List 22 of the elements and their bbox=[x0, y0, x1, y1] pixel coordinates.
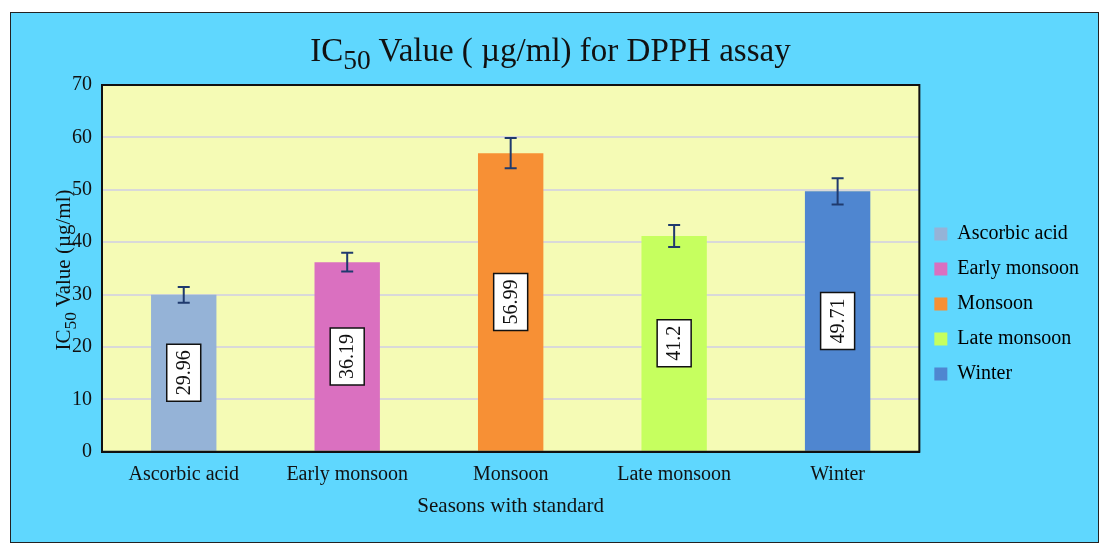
data-label: 29.96 bbox=[171, 350, 194, 396]
y-tick-label: 30 bbox=[72, 281, 92, 304]
data-label: 49.71 bbox=[825, 298, 848, 344]
y-tick-label: 60 bbox=[72, 124, 92, 147]
legend-label: Early monsoon bbox=[957, 256, 1080, 280]
y-tick-label: 10 bbox=[72, 386, 92, 409]
legend-label: Ascorbic acid bbox=[957, 221, 1068, 244]
data-label: 41.2 bbox=[662, 325, 685, 361]
y-tick-label: 0 bbox=[82, 439, 92, 462]
chart-title: IC$_{50}$ Value ( µg/ml) for DPPH assay bbox=[310, 32, 791, 75]
legend-label: Monsoon bbox=[957, 291, 1033, 314]
x-tick-label: Late monsoon bbox=[617, 462, 732, 485]
data-label: 56.99 bbox=[498, 279, 521, 325]
x-tick-label: Winter bbox=[810, 462, 866, 485]
data-label: 36.19 bbox=[335, 333, 358, 379]
x-tick-label: Ascorbic acid bbox=[128, 462, 239, 485]
legend-label: Late monsoon bbox=[957, 326, 1072, 349]
x-tick-label: Early monsoon bbox=[286, 462, 409, 486]
y-tick-label: 70 bbox=[72, 72, 92, 95]
legend-label: Winter bbox=[957, 361, 1013, 384]
x-tick-label: Monsoon bbox=[472, 462, 549, 485]
x-axis-title: Seasons with standard bbox=[417, 492, 605, 517]
